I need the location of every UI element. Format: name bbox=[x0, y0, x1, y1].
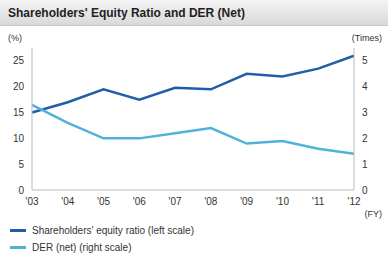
html-text:Shareholders' equity ratio (le: Shareholders' equity ratio (left scale) bbox=[32, 225, 194, 236]
html-text:Shareholders' Equity Ratio and: Shareholders' Equity Ratio and DER (Net) bbox=[8, 6, 245, 20]
svg-text:3: 3 bbox=[362, 107, 368, 118]
svg-text:1: 1 bbox=[362, 159, 368, 170]
svg-text:'11: '11 bbox=[312, 196, 325, 207]
svg-text:'12: '12 bbox=[347, 196, 360, 207]
html-text:(Times): (Times) bbox=[351, 33, 382, 43]
svg-text:'05: '05 bbox=[97, 196, 110, 207]
svg-text:20: 20 bbox=[13, 81, 25, 92]
svg-text:2: 2 bbox=[362, 133, 368, 144]
svg-text:'07: '07 bbox=[169, 196, 182, 207]
svg-text:'03: '03 bbox=[25, 196, 38, 207]
svg-text:25: 25 bbox=[13, 55, 25, 66]
svg-text:'09: '09 bbox=[240, 196, 253, 207]
html-text:DER (net) (right scale): DER (net) (right scale) bbox=[32, 242, 132, 253]
html-text:(FY): (FY) bbox=[364, 209, 382, 219]
svg-text:4: 4 bbox=[362, 81, 368, 92]
svg-text:'06: '06 bbox=[133, 196, 146, 207]
svg-text:0: 0 bbox=[18, 185, 24, 196]
svg-text:15: 15 bbox=[13, 107, 25, 118]
svg-text:'10: '10 bbox=[276, 196, 289, 207]
svg-text:5: 5 bbox=[18, 159, 24, 170]
svg-text:'04: '04 bbox=[61, 196, 74, 207]
svg-text:5: 5 bbox=[362, 55, 368, 66]
svg-text:0: 0 bbox=[362, 185, 368, 196]
svg-text:'08: '08 bbox=[204, 196, 217, 207]
svg-text:10: 10 bbox=[13, 133, 25, 144]
